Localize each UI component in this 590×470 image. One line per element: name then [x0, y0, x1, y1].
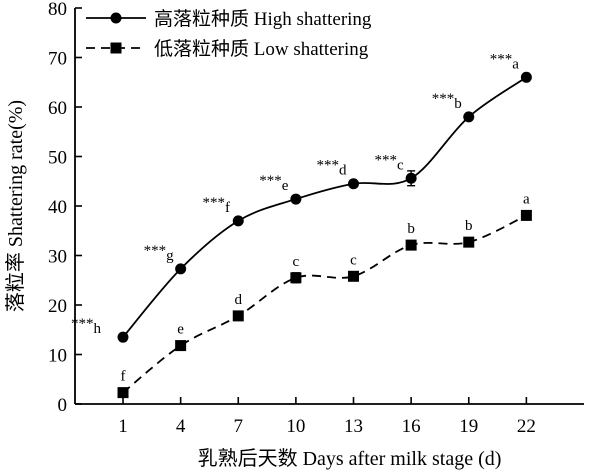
data-point	[117, 331, 129, 343]
group-letter: h	[94, 321, 102, 337]
data-point	[405, 172, 417, 184]
legend-label: 高落粒种质 High shattering	[154, 8, 372, 30]
group-letter: b	[465, 218, 473, 234]
x-tick-label: 10	[286, 416, 305, 437]
group-letter: a	[523, 191, 530, 207]
x-tick-label: 13	[344, 416, 363, 437]
data-point	[175, 340, 187, 352]
group-letter: c	[350, 252, 357, 268]
y-tick-label: 20	[48, 296, 67, 317]
significance-label: ***b	[432, 91, 462, 112]
axes	[74, 8, 584, 405]
significance-label: ***d	[317, 158, 348, 179]
y-tick-label: 80	[48, 0, 67, 20]
y-tick-label: 10	[48, 346, 67, 367]
data-point	[290, 193, 302, 205]
group-letter: e	[177, 322, 184, 338]
x-tick-label: 4	[176, 416, 186, 437]
y-tick-label: 0	[58, 395, 68, 416]
data-point	[117, 387, 129, 399]
series-layer	[117, 71, 532, 399]
group-letter: b	[407, 221, 415, 237]
group-letter: e	[282, 178, 289, 194]
y-tick-label: 70	[48, 49, 67, 70]
x-axis-ticks: 1 4 7 10 13 16 19 22	[118, 397, 536, 437]
group-letter: g	[166, 248, 174, 264]
data-point	[520, 209, 532, 221]
data-point	[348, 178, 360, 190]
significance-label: ***a	[490, 51, 519, 72]
significance-stars: ***	[317, 158, 340, 174]
significance-label: ***g	[144, 243, 175, 264]
significance-label: ***e	[259, 173, 289, 194]
x-tick-label: 19	[459, 416, 478, 437]
significance-label: ***c	[375, 152, 405, 173]
group-letter: c	[293, 254, 300, 270]
data-point	[348, 270, 360, 282]
significance-stars: ***	[259, 173, 282, 189]
legend-label: 低落粒种质 Low shattering	[154, 38, 369, 60]
group-letter: a	[512, 56, 519, 72]
y-axis-title: 落粒率 Shattering rate(%)	[4, 100, 27, 312]
group-letter: d	[339, 163, 347, 179]
significance-stars: ***	[144, 243, 167, 259]
x-tick-label: 1	[118, 416, 128, 437]
legend-item: 低落粒种质 Low shattering	[86, 38, 369, 60]
significance-stars: ***	[71, 316, 94, 332]
data-point	[232, 310, 244, 322]
data-point	[520, 71, 532, 83]
series-low-shattering	[117, 209, 532, 399]
group-letter: d	[235, 292, 243, 308]
data-point	[463, 236, 475, 248]
legend-item: 高落粒种质 High shattering	[86, 8, 372, 30]
data-point	[463, 111, 475, 123]
data-point	[290, 272, 302, 284]
x-tick-label: 16	[402, 416, 421, 437]
x-tick-label: 22	[517, 416, 536, 437]
y-tick-label: 40	[48, 197, 67, 218]
y-axis-ticks: 0 10 20 30 40 50 60 70 80	[48, 0, 82, 416]
x-axis-title: 乳熟后天数 Days after milk stage (d)	[198, 447, 502, 470]
y-tick-label: 30	[48, 247, 67, 268]
series-high-shattering	[117, 71, 532, 343]
legend: 高落粒种质 High shattering 低落粒种质 Low shatterin…	[86, 8, 372, 60]
y-tick-label: 50	[48, 148, 67, 169]
group-letter: f	[121, 369, 126, 385]
significance-stars: ***	[203, 195, 226, 211]
significance-stars: ***	[490, 51, 513, 67]
legend-marker	[110, 12, 122, 24]
data-point	[175, 263, 187, 275]
group-letter: f	[225, 200, 230, 216]
group-letter: b	[454, 96, 462, 112]
legend-marker	[110, 42, 122, 54]
significance-stars: ***	[432, 91, 455, 107]
group-letter: c	[397, 157, 404, 173]
significance-label: ***h	[71, 316, 102, 337]
data-point	[232, 215, 244, 227]
x-tick-label: 7	[234, 416, 244, 437]
significance-stars: ***	[375, 152, 398, 168]
significance-label: ***f	[203, 195, 231, 216]
data-point	[405, 239, 417, 251]
y-tick-label: 60	[48, 98, 67, 119]
